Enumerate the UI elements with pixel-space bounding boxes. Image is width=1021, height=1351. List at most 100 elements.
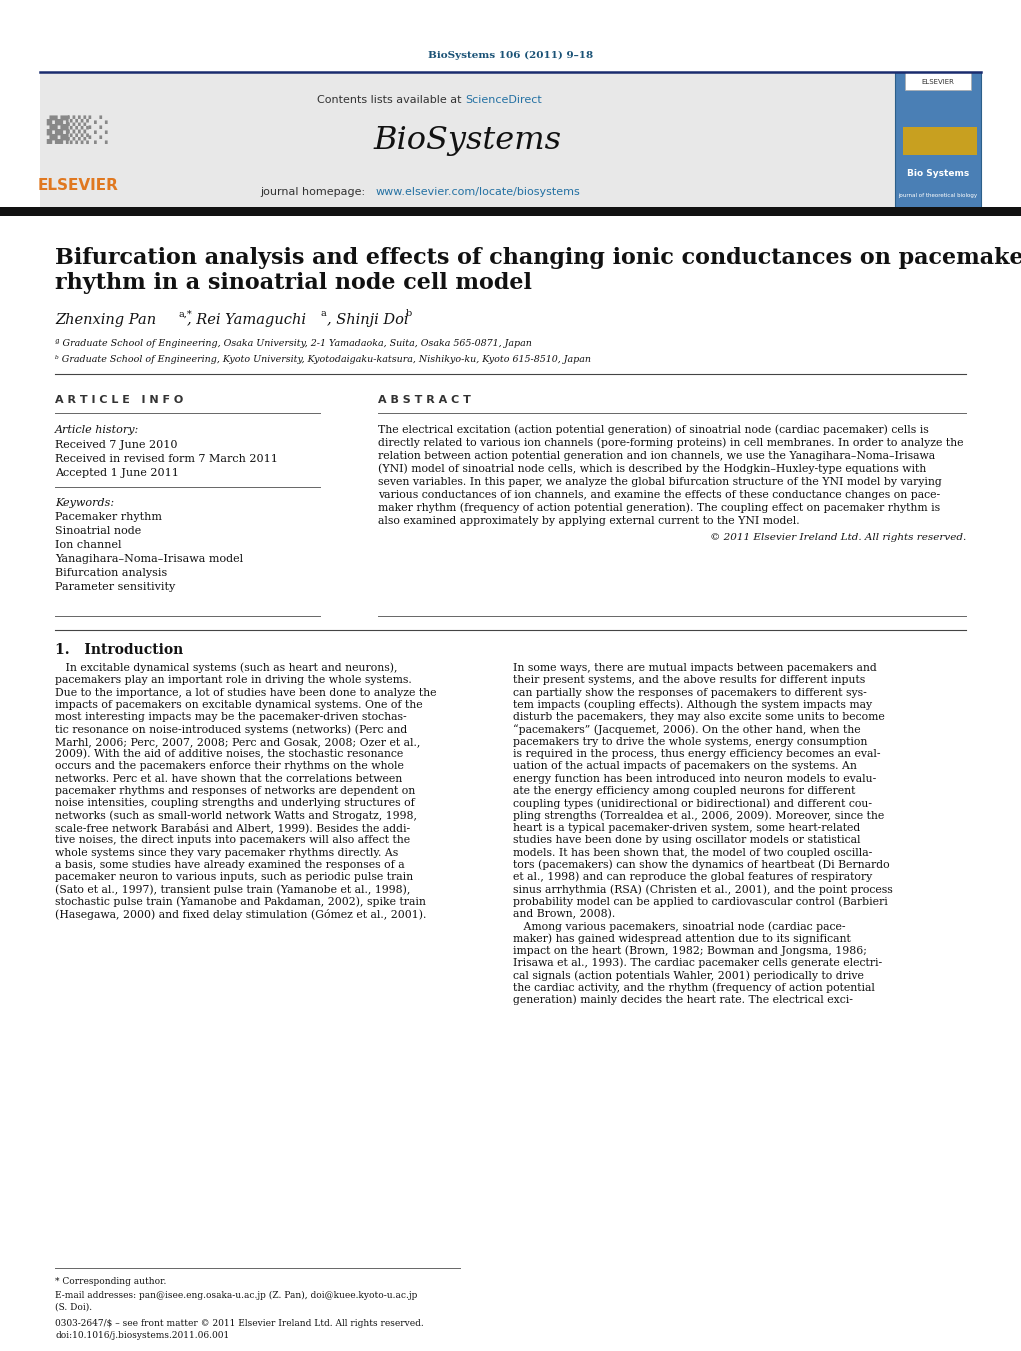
- Text: pacemakers try to drive the whole systems, energy consumption: pacemakers try to drive the whole system…: [513, 736, 868, 747]
- Text: rhythm in a sinoatrial node cell model: rhythm in a sinoatrial node cell model: [55, 272, 532, 295]
- Text: In some ways, there are mutual impacts between pacemakers and: In some ways, there are mutual impacts b…: [513, 663, 877, 673]
- Bar: [40, 72, 895, 209]
- Text: 2009). With the aid of additive noises, the stochastic resonance: 2009). With the aid of additive noises, …: [55, 748, 403, 759]
- Text: maker rhythm (frequency of action potential generation). The coupling effect on : maker rhythm (frequency of action potent…: [378, 503, 940, 513]
- Text: and Brown, 2008).: and Brown, 2008).: [513, 909, 616, 919]
- Text: sinus arrhythmia (RSA) (Christen et al., 2001), and the point process: sinus arrhythmia (RSA) (Christen et al.,…: [513, 884, 892, 894]
- Text: www.elsevier.com/locate/biosystems: www.elsevier.com/locate/biosystems: [376, 186, 581, 197]
- Text: ᵇ Graduate School of Engineering, Kyoto University, Kyotodaigaku-katsura, Nishik: ᵇ Graduate School of Engineering, Kyoto …: [55, 354, 591, 363]
- Text: directly related to various ion channels (pore-forming proteins) in cell membran: directly related to various ion channels…: [378, 438, 964, 449]
- Bar: [895, 72, 981, 209]
- Text: pacemaker rhythms and responses of networks are dependent on: pacemaker rhythms and responses of netwo…: [55, 786, 416, 796]
- Text: journal of theoretical biology: journal of theoretical biology: [898, 193, 977, 199]
- Text: pling strengths (Torrealdea et al., 2006, 2009). Moreover, since the: pling strengths (Torrealdea et al., 2006…: [513, 811, 884, 821]
- Text: various conductances of ion channels, and examine the effects of these conductan: various conductances of ion channels, an…: [378, 490, 940, 500]
- Text: (Hasegawa, 2000) and fixed delay stimulation (Gómez et al., 2001).: (Hasegawa, 2000) and fixed delay stimula…: [55, 908, 427, 920]
- Text: cal signals (action potentials Wahler, 2001) periodically to drive: cal signals (action potentials Wahler, 2…: [513, 970, 864, 981]
- Text: Bio Systems: Bio Systems: [907, 169, 969, 177]
- Text: Due to the importance, a lot of studies have been done to analyze the: Due to the importance, a lot of studies …: [55, 688, 437, 697]
- Text: tem impacts (coupling effects). Although the system impacts may: tem impacts (coupling effects). Although…: [513, 700, 872, 711]
- Text: 1.   Introduction: 1. Introduction: [55, 643, 183, 657]
- Text: a,*: a,*: [178, 309, 192, 319]
- Text: impact on the heart (Brown, 1982; Bowman and Jongsma, 1986;: impact on the heart (Brown, 1982; Bowman…: [513, 946, 867, 957]
- Text: * Corresponding author.: * Corresponding author.: [55, 1278, 166, 1286]
- Text: ScienceDirect: ScienceDirect: [465, 95, 542, 105]
- Text: doi:10.1016/j.biosystems.2011.06.001: doi:10.1016/j.biosystems.2011.06.001: [55, 1332, 230, 1340]
- Text: seven variables. In this paper, we analyze the global bifurcation structure of t: seven variables. In this paper, we analy…: [378, 477, 941, 486]
- Text: a: a: [320, 309, 326, 319]
- Text: uation of the actual impacts of pacemakers on the systems. An: uation of the actual impacts of pacemake…: [513, 762, 857, 771]
- Bar: [903, 127, 977, 155]
- Text: Keywords:: Keywords:: [55, 499, 114, 508]
- Text: ELSEVIER: ELSEVIER: [922, 78, 955, 85]
- Text: Zhenxing Pan: Zhenxing Pan: [55, 313, 156, 327]
- Text: , Shinji Doi: , Shinji Doi: [327, 313, 408, 327]
- Text: networks (such as small-world network Watts and Strogatz, 1998,: networks (such as small-world network Wa…: [55, 811, 417, 821]
- Text: tive noises, the direct inputs into pacemakers will also affect the: tive noises, the direct inputs into pace…: [55, 835, 410, 846]
- Text: E-mail addresses: pan@isee.eng.osaka-u.ac.jp (Z. Pan), doi@kuee.kyoto-u.ac.jp: E-mail addresses: pan@isee.eng.osaka-u.a…: [55, 1290, 418, 1300]
- Text: tic resonance on noise-introduced systems (networks) (Perc and: tic resonance on noise-introduced system…: [55, 724, 407, 735]
- Text: Contents lists available at: Contents lists available at: [317, 95, 465, 105]
- Text: Bifurcation analysis: Bifurcation analysis: [55, 567, 167, 578]
- Text: Article history:: Article history:: [55, 426, 139, 435]
- Text: their present systems, and the above results for different inputs: their present systems, and the above res…: [513, 676, 865, 685]
- Text: occurs and the pacemakers enforce their rhythms on the whole: occurs and the pacemakers enforce their …: [55, 762, 404, 771]
- Text: pacemaker neuron to various inputs, such as periodic pulse train: pacemaker neuron to various inputs, such…: [55, 873, 414, 882]
- Text: 0303-2647/$ – see front matter © 2011 Elsevier Ireland Ltd. All rights reserved.: 0303-2647/$ – see front matter © 2011 El…: [55, 1319, 424, 1328]
- Text: probability model can be applied to cardiovascular control (Barbieri: probability model can be applied to card…: [513, 897, 887, 907]
- Text: whole systems since they vary pacemaker rhythms directly. As: whole systems since they vary pacemaker …: [55, 847, 398, 858]
- Text: also examined approximately by applying external current to the YNI model.: also examined approximately by applying …: [378, 516, 799, 526]
- Text: Irisawa et al., 1993). The cardiac pacemaker cells generate electri-: Irisawa et al., 1993). The cardiac pacem…: [513, 958, 882, 969]
- Text: et al., 1998) and can reproduce the global features of respiratory: et al., 1998) and can reproduce the glob…: [513, 871, 872, 882]
- Text: (YNI) model of sinoatrial node cells, which is described by the Hodgkin–Huxley-t: (YNI) model of sinoatrial node cells, wh…: [378, 463, 926, 474]
- Text: ELSEVIER: ELSEVIER: [38, 177, 118, 192]
- Text: Bifurcation analysis and effects of changing ionic conductances on pacemaker: Bifurcation analysis and effects of chan…: [55, 247, 1021, 269]
- Text: b: b: [406, 309, 412, 319]
- Text: the cardiac activity, and the rhythm (frequency of action potential: the cardiac activity, and the rhythm (fr…: [513, 982, 875, 993]
- Text: heart is a typical pacemaker-driven system, some heart-related: heart is a typical pacemaker-driven syst…: [513, 823, 861, 834]
- Text: In excitable dynamical systems (such as heart and neurons),: In excitable dynamical systems (such as …: [55, 663, 397, 673]
- Text: Parameter sensitivity: Parameter sensitivity: [55, 582, 176, 592]
- Text: scale-free network Barabási and Albert, 1999). Besides the addi-: scale-free network Barabási and Albert, …: [55, 823, 410, 834]
- Text: is required in the process, thus energy efficiency becomes an eval-: is required in the process, thus energy …: [513, 748, 880, 759]
- Text: networks. Perc et al. have shown that the correlations between: networks. Perc et al. have shown that th…: [55, 774, 402, 784]
- Text: ▓▒░: ▓▒░: [46, 116, 110, 145]
- Text: energy function has been introduced into neuron models to evalu-: energy function has been introduced into…: [513, 774, 876, 784]
- Text: Received in revised form 7 March 2011: Received in revised form 7 March 2011: [55, 454, 278, 463]
- Text: BioSystems 106 (2011) 9–18: BioSystems 106 (2011) 9–18: [429, 50, 593, 59]
- Text: Yanagihara–Noma–Irisawa model: Yanagihara–Noma–Irisawa model: [55, 554, 243, 563]
- Text: “pacemakers” (Jacquemet, 2006). On the other hand, when the: “pacemakers” (Jacquemet, 2006). On the o…: [513, 724, 861, 735]
- Text: ª Graduate School of Engineering, Osaka University, 2-1 Yamadaoka, Suita, Osaka : ª Graduate School of Engineering, Osaka …: [55, 339, 532, 349]
- Text: relation between action potential generation and ion channels, we use the Yanagi: relation between action potential genera…: [378, 451, 935, 461]
- Text: Received 7 June 2010: Received 7 June 2010: [55, 440, 178, 450]
- Text: journal homepage:: journal homepage:: [260, 186, 369, 197]
- Text: impacts of pacemakers on excitable dynamical systems. One of the: impacts of pacemakers on excitable dynam…: [55, 700, 423, 709]
- Text: pacemakers play an important role in driving the whole systems.: pacemakers play an important role in dri…: [55, 676, 411, 685]
- Text: can partially show the responses of pacemakers to different sys-: can partially show the responses of pace…: [513, 688, 867, 697]
- Text: Marhl, 2006; Perc, 2007, 2008; Perc and Gosak, 2008; Ozer et al.,: Marhl, 2006; Perc, 2007, 2008; Perc and …: [55, 736, 421, 747]
- Bar: [0, 207, 1021, 216]
- Text: models. It has been shown that, the model of two coupled oscilla-: models. It has been shown that, the mode…: [513, 847, 872, 858]
- Text: A B S T R A C T: A B S T R A C T: [378, 394, 471, 405]
- Text: Among various pacemakers, sinoatrial node (cardiac pace-: Among various pacemakers, sinoatrial nod…: [513, 921, 845, 932]
- Text: © 2011 Elsevier Ireland Ltd. All rights reserved.: © 2011 Elsevier Ireland Ltd. All rights …: [710, 534, 966, 543]
- Text: studies have been done by using oscillator models or statistical: studies have been done by using oscillat…: [513, 835, 861, 846]
- Text: (S. Doi).: (S. Doi).: [55, 1302, 92, 1312]
- Text: ate the energy efficiency among coupled neurons for different: ate the energy efficiency among coupled …: [513, 786, 856, 796]
- Text: most interesting impacts may be the pacemaker-driven stochas-: most interesting impacts may be the pace…: [55, 712, 406, 723]
- Text: stochastic pulse train (Yamanobe and Pakdaman, 2002), spike train: stochastic pulse train (Yamanobe and Pak…: [55, 897, 426, 907]
- Text: , Rei Yamaguchi: , Rei Yamaguchi: [187, 313, 306, 327]
- Text: a basis, some studies have already examined the responses of a: a basis, some studies have already exami…: [55, 859, 404, 870]
- Text: (Sato et al., 1997), transient pulse train (Yamanobe et al., 1998),: (Sato et al., 1997), transient pulse tra…: [55, 884, 410, 894]
- Text: disturb the pacemakers, they may also excite some units to become: disturb the pacemakers, they may also ex…: [513, 712, 885, 723]
- Text: The electrical excitation (action potential generation) of sinoatrial node (card: The electrical excitation (action potent…: [378, 424, 929, 435]
- Text: Pacemaker rhythm: Pacemaker rhythm: [55, 512, 162, 521]
- Text: noise intensities, coupling strengths and underlying structures of: noise intensities, coupling strengths an…: [55, 798, 415, 808]
- Text: Sinoatrial node: Sinoatrial node: [55, 526, 141, 536]
- Text: maker) has gained widespread attention due to its significant: maker) has gained widespread attention d…: [513, 934, 850, 944]
- Text: Ion channel: Ion channel: [55, 540, 121, 550]
- Text: Accepted 1 June 2011: Accepted 1 June 2011: [55, 467, 179, 478]
- Text: tors (pacemakers) can show the dynamics of heartbeat (Di Bernardo: tors (pacemakers) can show the dynamics …: [513, 859, 889, 870]
- Bar: [905, 72, 971, 91]
- Text: coupling types (unidirectional or bidirectional) and different cou-: coupling types (unidirectional or bidire…: [513, 798, 872, 809]
